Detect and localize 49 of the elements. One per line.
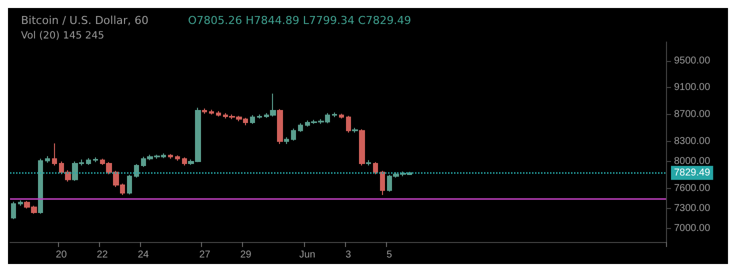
x-tick-label: 20 <box>56 250 68 260</box>
candlestick <box>168 154 173 160</box>
x-tick-label: 24 <box>138 250 150 260</box>
candlestick <box>134 164 139 178</box>
candlestick <box>18 200 23 206</box>
candlestick <box>284 136 289 145</box>
candlestick <box>298 122 303 132</box>
x-tick-label: 3 <box>345 250 352 260</box>
candlestick <box>346 115 351 134</box>
candlestick <box>182 156 187 166</box>
y-tick-label: 8300.00 <box>674 136 711 147</box>
candlestick <box>352 127 358 134</box>
x-tick-label: 22 <box>96 250 108 260</box>
candlestick <box>209 109 214 115</box>
candlestick <box>339 113 344 120</box>
chart-subtitle: O7805.26 H7844.89 L7799.34 C7829.49 <box>188 14 412 27</box>
y-tick-label: 7600.00 <box>674 182 711 194</box>
candlestick <box>45 156 50 164</box>
candlestick <box>175 154 180 162</box>
y-tick-label: 7300.00 <box>674 202 711 214</box>
candlestick <box>86 158 91 166</box>
x-tick-label: 5 <box>386 250 392 260</box>
y-tick-label: 7000.00 <box>674 223 711 234</box>
candlestick <box>373 162 378 175</box>
x-tick-label: 27 <box>199 250 211 260</box>
candlestick <box>332 112 337 118</box>
chart-title: Bitcoin / U.S. Dollar, 60 <box>21 14 149 27</box>
y-tick-label: 8000.00 <box>674 156 711 167</box>
y-tick-label: 9500.00 <box>674 55 711 66</box>
candlestick <box>359 128 365 166</box>
candlestick <box>291 128 296 142</box>
candlestick <box>93 156 98 163</box>
candlestick <box>277 108 283 145</box>
ref-line-label: 7829.49 <box>674 167 711 178</box>
y-tick-label: 9100.00 <box>674 82 711 94</box>
candlestick <box>366 160 371 166</box>
candlestick <box>11 201 16 220</box>
x-tick-label: 29 <box>240 250 252 260</box>
candlestick <box>250 114 255 124</box>
y-tick-label: 8700.00 <box>674 108 711 120</box>
candlestick <box>216 110 221 117</box>
x-tick-label: Jun <box>299 250 316 260</box>
candlestick <box>127 174 132 195</box>
candlestick <box>257 114 262 120</box>
candlestick <box>202 108 207 114</box>
candlestick <box>52 142 57 166</box>
text: Vol (20) 145 245 <box>21 30 104 42</box>
candlestick <box>380 170 385 196</box>
candlestick <box>38 158 43 214</box>
